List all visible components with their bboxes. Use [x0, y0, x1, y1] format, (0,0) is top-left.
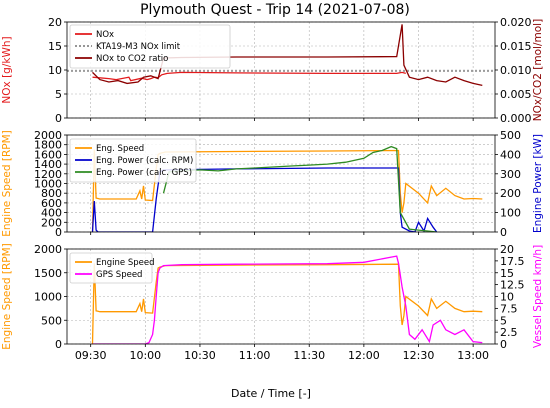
y-tick-label-right: 400 — [500, 148, 521, 161]
y-axis-label-right: Engine Power [kW] — [532, 134, 544, 233]
y-tick-label-right: 300 — [500, 168, 521, 181]
y-tick-label-right: 15 — [500, 267, 514, 280]
series-line-1-1 — [92, 71, 406, 82]
y-tick-label-left: 1600 — [34, 148, 62, 161]
legend-label: Eng. Speed — [96, 144, 144, 154]
y-tick-label-right: 10 — [500, 291, 514, 304]
y-axis-label-right: Vessel Speed km/h] — [532, 245, 544, 348]
y-tick-label-left: 1200 — [34, 168, 62, 181]
y-tick-label-left: 10 — [48, 64, 62, 77]
y-tick-label-right: 0 — [500, 338, 507, 351]
y-tick-label-left: 1500 — [34, 267, 62, 280]
y-tick-label-left: 0 — [55, 338, 62, 351]
y-tick-label-right: 2.5 — [500, 326, 518, 339]
legend-box — [69, 138, 197, 183]
y-tick-label-right: 17.5 — [500, 255, 525, 268]
y-tick-label-left: 1800 — [34, 139, 62, 152]
x-axis-label: Date / Time [-] — [231, 387, 311, 400]
y-tick-label-left: 1000 — [34, 291, 62, 304]
y-tick-label-right: 12.5 — [500, 279, 525, 292]
y-tick-label-left: 0 — [55, 226, 62, 239]
y-tick-label-right: 100 — [500, 207, 521, 220]
y-tick-label-right: 0 — [500, 226, 507, 239]
y-axis-label-right: NOx/CO2 [mol/mol] — [532, 19, 544, 121]
panel-1: 0 5 10 15 20 0.000 0.005 0.010 0.015 0.020 NOx [g/… — [1, 16, 544, 125]
legend-label: Eng. Power (calc. GPS) — [96, 168, 192, 178]
x-tick-label: 13:00 — [457, 349, 489, 362]
series-line-1-3 — [92, 24, 483, 87]
y-tick-label-right: 20 — [500, 243, 514, 256]
legend-label: NOx to CO2 ratio — [96, 54, 168, 64]
y-tick-label-right: 500 — [500, 129, 521, 142]
x-tick-label: 11:30 — [293, 349, 325, 362]
y-tick-label-left: 0 — [55, 112, 62, 125]
x-tick-label: 11:00 — [239, 349, 271, 362]
y-tick-label-left: 400 — [41, 207, 62, 220]
y-tick-label-right: 0.000 — [500, 112, 532, 125]
series-line-2-2 — [91, 167, 438, 232]
chart-title: Plymouth Quest - Trip 14 (2021-07-08) — [140, 2, 410, 18]
series-line-3-2 — [92, 255, 483, 344]
legend-label: GPS Speed — [96, 270, 142, 280]
x-tick-label: 09:30 — [75, 349, 107, 362]
series-line-2-3 — [162, 145, 437, 232]
y-tick-label-left: 5 — [55, 88, 62, 101]
legend-label: Eng. Power (calc. RPM) — [96, 156, 193, 166]
y-tick-label-left: 500 — [41, 314, 62, 327]
y-tick-label-right: 5 — [500, 314, 507, 327]
y-axis-label-left: Engine Speed [RPM] — [1, 243, 13, 349]
y-tick-label-left: 15 — [48, 40, 62, 53]
y-tick-label-left: 800 — [41, 187, 62, 200]
panel-2: 0200400600800100012001400160018002000010… — [1, 129, 544, 239]
legend-label: NOx — [96, 30, 114, 40]
y-tick-label-left: 200 — [41, 216, 62, 229]
x-tick-label: 12:00 — [348, 349, 380, 362]
legend-label: KTA19-M3 NOx limit — [96, 42, 181, 52]
y-tick-label-left: 20 — [48, 16, 62, 29]
y-tick-label-right: 0.005 — [500, 88, 532, 101]
y-tick-label-right: 200 — [500, 187, 521, 200]
y-axis-label-left: NOx [g/kWh] — [1, 36, 13, 103]
legend-box — [69, 252, 153, 284]
y-axis-label-left: Engine Speed [RPM] — [1, 130, 13, 236]
x-tick-label: 12:30 — [403, 349, 435, 362]
x-tick-label: 10:00 — [129, 349, 161, 362]
y-tick-label-right: 0.020 — [500, 16, 532, 29]
panel-3: 050010001500200002.557.51012.51517.52009… — [1, 243, 544, 362]
x-tick-label: 10:30 — [184, 349, 216, 362]
legend-label: Engine Speed — [96, 258, 154, 268]
y-tick-label-left: 600 — [41, 197, 62, 210]
y-tick-label-left: 1400 — [34, 158, 62, 171]
y-tick-label-left: 2000 — [34, 129, 62, 142]
y-tick-label-left: 2000 — [34, 243, 62, 256]
y-tick-label-left: 1000 — [34, 178, 62, 191]
legend-box — [69, 24, 231, 69]
y-tick-label-right: 0.015 — [500, 40, 532, 53]
y-tick-label-right: 0.010 — [500, 64, 532, 77]
y-tick-label-right: 7.5 — [500, 302, 518, 315]
